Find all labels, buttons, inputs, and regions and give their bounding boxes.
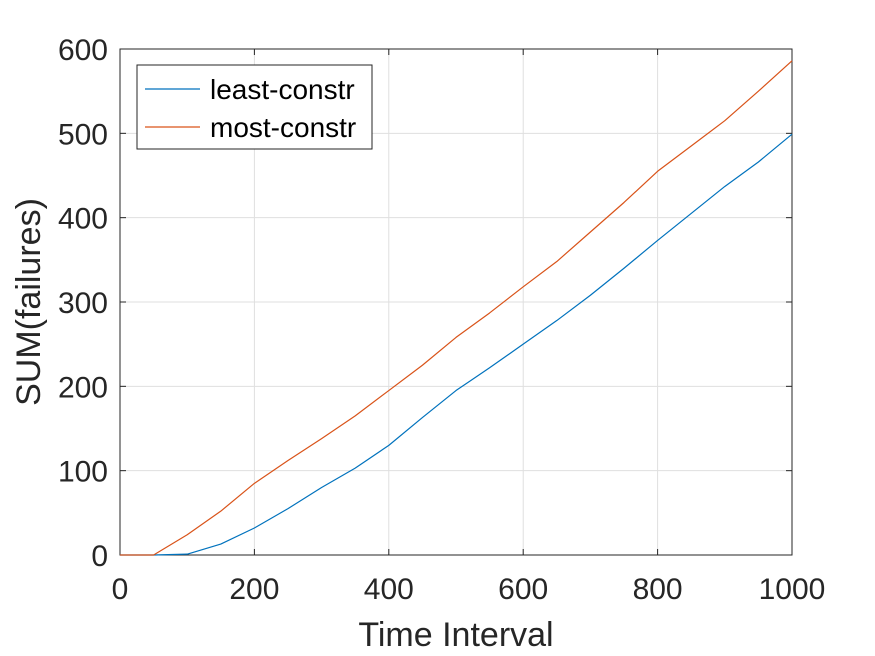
y-tick-label: 300 [58, 287, 108, 320]
x-tick-label: 600 [498, 573, 548, 606]
legend: least-constr most-constr [136, 64, 373, 150]
y-tick-label: 200 [58, 371, 108, 404]
y-tick-label: 500 [58, 118, 108, 151]
x-tick-label: 200 [229, 573, 279, 606]
x-tick-label: 800 [633, 573, 683, 606]
y-tick-label: 600 [58, 34, 108, 67]
legend-label-most-constr: most-constr [210, 112, 356, 143]
y-tick-label: 400 [58, 203, 108, 236]
series-line-most-constr [120, 60, 793, 556]
y-tick-label: 100 [58, 456, 108, 489]
series-lines [120, 60, 793, 556]
legend-label-least-constr: least-constr [210, 74, 355, 105]
legend-box [136, 64, 373, 150]
x-tick-label: 0 [112, 573, 129, 606]
y-axis-label: SUM(failures) [10, 198, 48, 406]
y-tick-label: 0 [91, 540, 108, 573]
x-tick-label: 1000 [759, 573, 826, 606]
x-axis-label: Time Interval [358, 616, 553, 654]
x-tick-label: 400 [364, 573, 414, 606]
series-line-least-constr [120, 133, 793, 556]
axis-ticks: 0 200 400 600 800 1000 0 100 200 300 400 500 600 [58, 34, 825, 606]
